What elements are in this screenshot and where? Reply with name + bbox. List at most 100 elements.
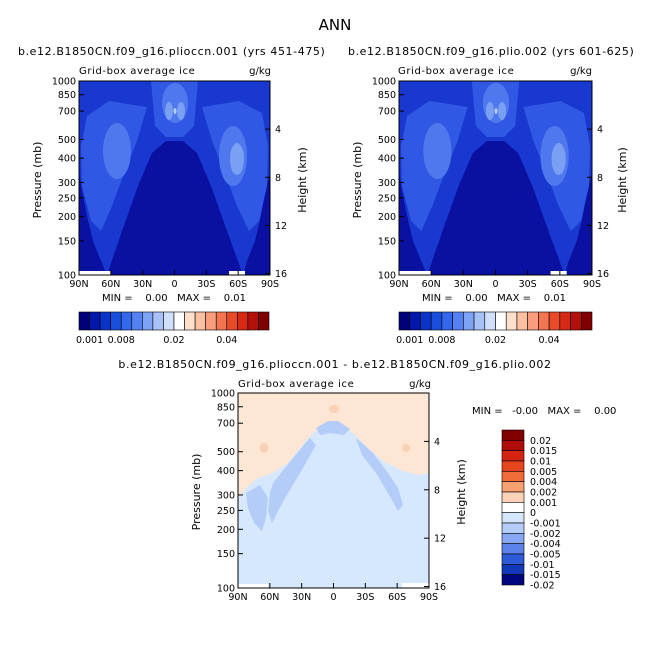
missing-data <box>79 271 111 275</box>
contour-level-4 <box>162 83 188 123</box>
y-tick-label: 150 <box>378 236 396 247</box>
colorbar: 0.001 0.008 0.02 0.04 <box>76 311 270 346</box>
y-tick-label: 200 <box>217 525 235 536</box>
colorbar-box <box>501 512 525 524</box>
colorbar-box <box>501 471 525 482</box>
panel-title: b.e12.B1850CN.f09_g16.plioccn.001 - b.e1… <box>118 358 551 371</box>
plot-axes: 100 150 200 250 300 400 500 700 850 1000 16 12 8 4 90N… <box>211 389 446 604</box>
contour-level-5 <box>165 102 173 120</box>
y-tick-label: 500 <box>217 447 235 458</box>
contour-level-positive-2 <box>260 443 268 453</box>
x-tick-label: 0 <box>492 279 498 290</box>
y-tick-label: 250 <box>217 506 235 517</box>
panel-title: b.e12.B1850CN.f09_g16.plioccn.001 (yrs 4… <box>18 45 325 58</box>
x-tick-label: 0 <box>171 279 177 290</box>
colorbar-box <box>501 440 525 451</box>
contour-level-negative-2 <box>246 485 268 531</box>
y-right-tick-label: 4 <box>597 125 603 136</box>
min-max-stats: MIN = 0.00 MAX = 0.01 <box>422 293 566 304</box>
x-tick-label: 90S <box>420 592 438 603</box>
contour-level-5 <box>177 102 185 120</box>
colorbar-label: -0.01 <box>530 560 555 571</box>
y-tick-label: 850 <box>58 90 76 101</box>
y-axis-label: Pressure (mb) <box>31 142 44 219</box>
y-tick-label: 500 <box>58 135 76 146</box>
panel-subtitle-left: Grid-box average ice <box>238 379 354 390</box>
panel-plio: b.e12.B1850CN.f09_g16.plio.002 (yrs 601-… <box>348 45 634 346</box>
y-tick-label: 300 <box>378 178 396 189</box>
colorbar-label: -0.001 <box>530 519 561 530</box>
colorbar-box <box>501 429 525 441</box>
missing-data <box>229 271 245 275</box>
plot-axes: 100 150 200 250 300 400 500 700 850 1000 16 12 8 4 90N… <box>372 77 609 291</box>
colorbar-label: 0.002 <box>530 488 557 499</box>
colorbar-box <box>89 311 101 331</box>
contour-level-positive-2 <box>402 444 410 452</box>
y-axis-right-label: Height (km) <box>296 147 309 213</box>
y-right-tick-label: 4 <box>275 125 281 136</box>
colorbar-box <box>501 460 525 472</box>
colorbar-label: 0 <box>530 508 536 519</box>
figure-title: ANN <box>319 16 352 34</box>
x-tick-label: 60S <box>551 279 569 290</box>
colorbar-label: 0.04 <box>216 335 237 346</box>
panel-subtitle-right: g/kg <box>249 66 271 77</box>
colorbar-label: 0.02 <box>163 335 184 346</box>
y-tick-label: 200 <box>378 212 396 223</box>
y-tick-label: 150 <box>217 549 235 560</box>
y-right-tick-label: 12 <box>597 221 609 232</box>
colorbar-box <box>409 311 421 331</box>
y-tick-label: 500 <box>378 135 396 146</box>
y-tick-label: 200 <box>58 212 76 223</box>
contour-level-5 <box>485 102 494 120</box>
panel-subtitle-right: g/kg <box>409 379 431 390</box>
x-tick-label: 90N <box>228 592 247 603</box>
colorbar-label: 0.001 <box>76 335 103 346</box>
colorbar-label: -0.02 <box>530 581 555 592</box>
colorbar-box <box>142 311 154 331</box>
y-right-tick-label: 12 <box>275 221 287 232</box>
colorbar-box <box>430 311 443 331</box>
colorbar-box <box>99 311 111 331</box>
y-tick-label: 250 <box>58 193 76 204</box>
colorbar-box <box>194 311 206 331</box>
colorbar-box <box>501 533 525 544</box>
contour-level-negative-2 <box>356 438 403 511</box>
panel-subtitle-right: g/kg <box>570 66 592 77</box>
colorbar-box <box>78 311 90 331</box>
colorbar-box <box>152 311 164 331</box>
colorbar-box <box>501 450 525 462</box>
colorbar-label: 0.005 <box>530 467 557 478</box>
y-tick-label: 400 <box>58 154 76 165</box>
colorbar-label: 0.001 <box>396 335 423 346</box>
x-tick-label: 30N <box>292 592 311 603</box>
x-tick-label: 30S <box>519 279 537 290</box>
panel-difference: b.e12.B1850CN.f09_g16.plioccn.001 - b.e1… <box>118 358 616 603</box>
x-tick-label: 60N <box>101 279 120 290</box>
colorbar-box <box>226 311 238 331</box>
contour-level-5 <box>551 143 566 175</box>
colorbar-box <box>237 311 249 331</box>
y-tick-label: 100 <box>58 271 76 282</box>
colorbar-label: 0.015 <box>530 446 557 457</box>
contour-field <box>238 393 429 588</box>
x-tick-label: 0 <box>330 592 336 603</box>
colorbar: 0.020.0150.010.0050.0040.0020.0010-0.001… <box>501 429 561 592</box>
colorbar-label: 0.004 <box>530 477 557 488</box>
y-tick-label: 300 <box>217 490 235 501</box>
y-right-tick-label: 16 <box>434 582 446 593</box>
colorbar-box <box>484 311 496 331</box>
colorbar-box <box>463 311 475 331</box>
panel-subtitle-left: Grid-box average ice <box>398 66 514 77</box>
contour-level-4 <box>103 123 131 179</box>
colorbar-box <box>501 481 525 493</box>
x-tick-label: 60N <box>422 279 441 290</box>
contour-field <box>79 81 270 275</box>
colorbar-box <box>420 311 432 331</box>
colorbar-label: 0.02 <box>485 335 506 346</box>
y-tick-label: 100 <box>378 271 396 282</box>
y-tick-label: 850 <box>217 402 235 413</box>
colorbar-label: -0.004 <box>530 539 561 550</box>
contour-level-negative-2 <box>316 421 350 435</box>
